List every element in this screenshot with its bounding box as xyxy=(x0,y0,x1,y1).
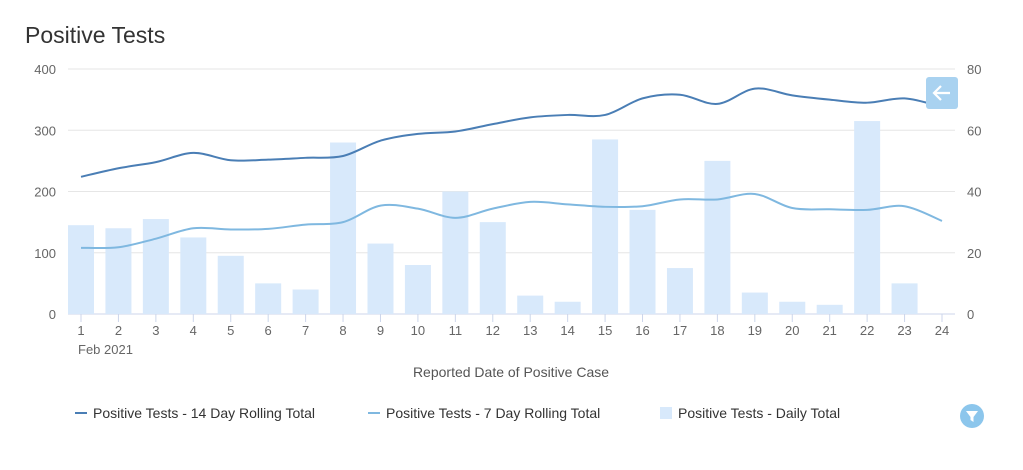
bar-daily-total xyxy=(255,283,282,314)
chart-title: Positive Tests xyxy=(25,22,166,48)
x-tick-label: 18 xyxy=(710,323,724,338)
bar-daily-total xyxy=(68,225,94,314)
right-tick-label: 40 xyxy=(967,185,981,200)
x-tick-label: 2 xyxy=(115,323,122,338)
bar-daily-total xyxy=(330,142,357,314)
bar-daily-total xyxy=(292,289,319,314)
left-tick-label: 100 xyxy=(34,246,56,261)
x-tick-label: 16 xyxy=(635,323,649,338)
legend-item[interactable]: Positive Tests - Daily Total xyxy=(678,405,840,421)
bar-daily-total xyxy=(404,265,431,314)
left-tick-label: 200 xyxy=(34,185,56,200)
x-tick-label: 24 xyxy=(935,323,949,338)
x-tick-label: 3 xyxy=(152,323,159,338)
x-tick-label: 7 xyxy=(302,323,309,338)
bar-daily-total xyxy=(442,191,469,314)
left-tick-label: 400 xyxy=(34,62,56,77)
x-tick-label: 12 xyxy=(486,323,500,338)
x-tick-label: 23 xyxy=(897,323,911,338)
x-tick-label: 9 xyxy=(377,323,384,338)
bar-daily-total xyxy=(704,160,731,314)
bar-daily-total xyxy=(554,301,581,314)
x-tick-label: 20 xyxy=(785,323,799,338)
filter-icon xyxy=(966,411,978,422)
line-7-day-rolling xyxy=(80,192,943,250)
bar-daily-total xyxy=(629,209,656,314)
bar-daily-total xyxy=(779,301,806,314)
right-tick-label: 80 xyxy=(967,62,981,77)
bar-daily-total xyxy=(180,237,207,314)
x-tick-label: 5 xyxy=(227,323,234,338)
x-tick-label: 1 xyxy=(77,323,84,338)
x-tick-label: 22 xyxy=(860,323,874,338)
bar-daily-total xyxy=(891,283,918,314)
left-tick-label: 300 xyxy=(34,123,56,138)
x-tick-label: 4 xyxy=(190,323,197,338)
bar-daily-total xyxy=(217,255,244,314)
bar-daily-total xyxy=(479,222,506,314)
x-axis-title: Reported Date of Positive Case xyxy=(413,364,609,380)
x-tick-label: 15 xyxy=(598,323,612,338)
bar-daily-total xyxy=(367,243,394,314)
x-tick-label: 21 xyxy=(822,323,836,338)
legend-item[interactable]: Positive Tests - 14 Day Rolling Total xyxy=(93,405,315,421)
x-tick-label: 19 xyxy=(748,323,762,338)
bar-daily-total xyxy=(666,268,693,314)
bar-daily-total xyxy=(142,219,169,314)
bar-daily-total xyxy=(105,228,132,314)
x-tick-label: 8 xyxy=(339,323,346,338)
x-tick-label: 13 xyxy=(523,323,537,338)
x-tick-label: 14 xyxy=(560,323,574,338)
bar-daily-total xyxy=(741,292,768,314)
legend-symbol xyxy=(660,407,672,419)
legend-item[interactable]: Positive Tests - 7 Day Rolling Total xyxy=(386,405,600,421)
x-tick-label: 17 xyxy=(673,323,687,338)
right-tick-label: 60 xyxy=(967,123,981,138)
bar-daily-total xyxy=(854,121,881,314)
bar-daily-total xyxy=(517,295,544,314)
line-14-day-rolling xyxy=(80,87,943,178)
x-sublabel: Feb 2021 xyxy=(78,342,133,357)
x-tick-label: 11 xyxy=(449,323,463,338)
right-tick-label: 0 xyxy=(967,307,974,322)
left-tick-label: 0 xyxy=(49,307,56,322)
x-tick-label: 10 xyxy=(411,323,425,338)
arrow-left-icon xyxy=(932,85,950,101)
right-tick-label: 20 xyxy=(967,246,981,261)
x-tick-label: 6 xyxy=(265,323,272,338)
bar-daily-total xyxy=(592,139,619,314)
bar-daily-total xyxy=(816,304,843,314)
